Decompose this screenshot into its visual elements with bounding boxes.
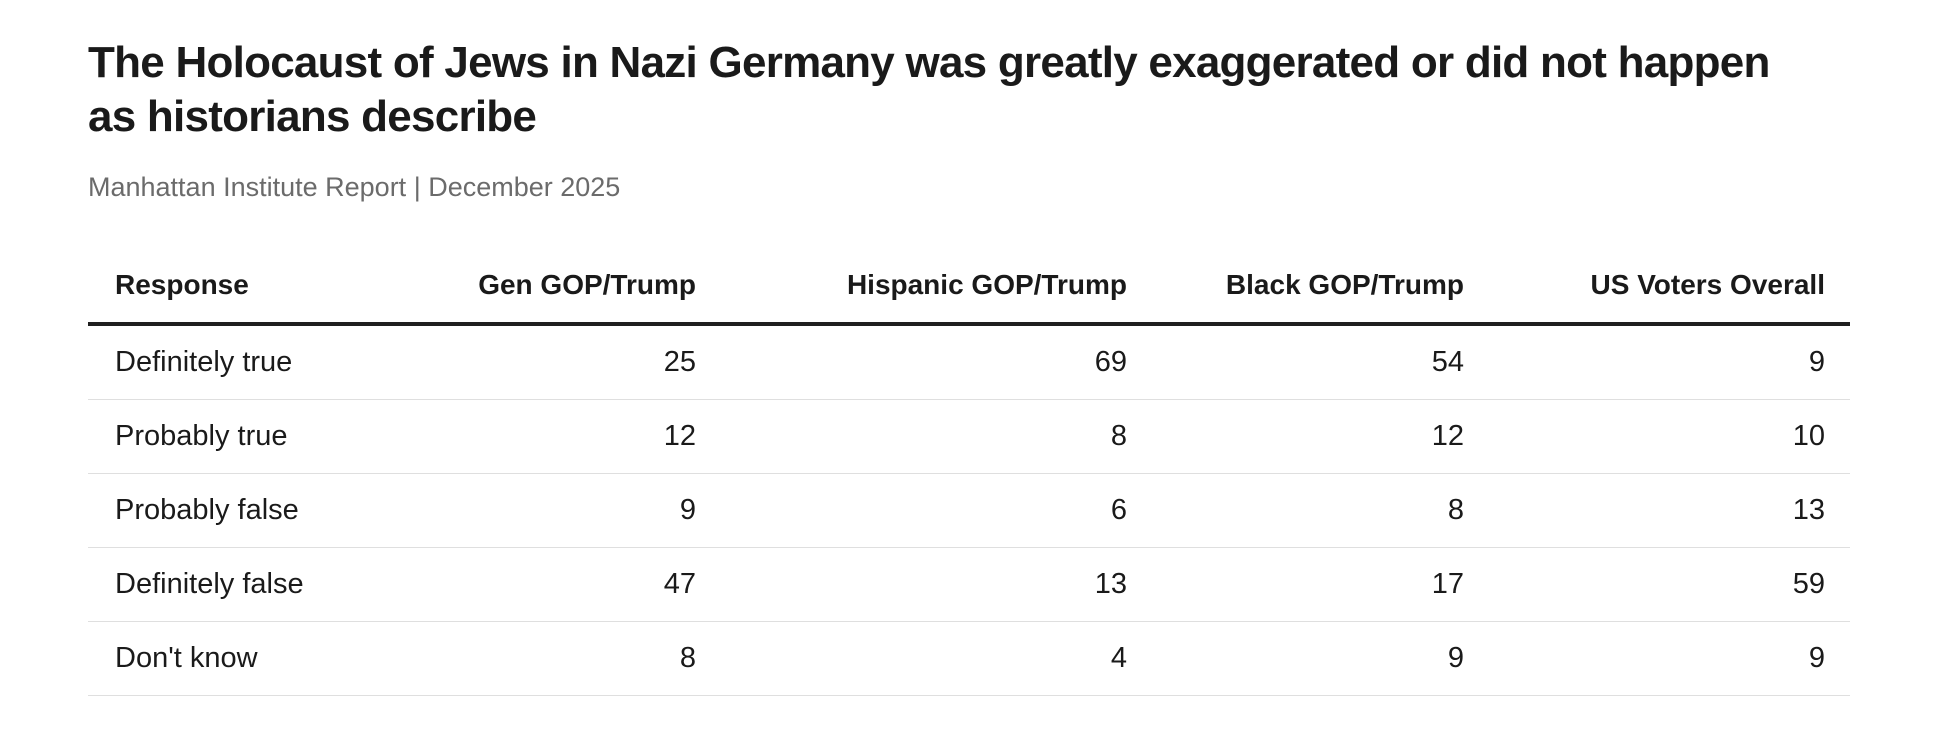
cell-value: 13 bbox=[721, 547, 1152, 623]
cell-value: 9 bbox=[1152, 621, 1489, 697]
cell-value: 12 bbox=[471, 399, 721, 475]
page-title-line1: The Holocaust of Jews in Nazi Germany wa… bbox=[88, 38, 1770, 87]
cell-value: 8 bbox=[1152, 473, 1489, 549]
cell-value: 12 bbox=[1152, 399, 1489, 475]
cell-value: 47 bbox=[471, 547, 721, 623]
column-header: Hispanic GOP/Trump bbox=[721, 252, 1152, 327]
cell-value: 10 bbox=[1489, 399, 1850, 475]
table-row: Definitely true 25 69 54 9 bbox=[88, 324, 1850, 401]
cell-value: 9 bbox=[471, 473, 721, 549]
column-header: US Voters Overall bbox=[1489, 252, 1850, 327]
cell-value: 8 bbox=[721, 399, 1152, 475]
cell-value: 13 bbox=[1489, 473, 1850, 549]
cell-value: 69 bbox=[721, 324, 1152, 401]
survey-data-table: Response Gen GOP/Trump Hispanic GOP/Trump B… bbox=[88, 252, 1850, 697]
cell-value: 59 bbox=[1489, 547, 1850, 623]
row-label: Definitely false bbox=[88, 547, 471, 623]
cell-value: 54 bbox=[1152, 324, 1489, 401]
page-title-line2: as historians describe bbox=[88, 92, 537, 142]
row-label: Don't know bbox=[88, 621, 471, 697]
row-label: Definitely true bbox=[88, 324, 471, 401]
table-row: Probably true 12 8 12 10 bbox=[88, 399, 1850, 475]
row-label: Probably true bbox=[88, 399, 471, 475]
source-subtitle: Manhattan Institute Report | December 20… bbox=[88, 172, 621, 203]
table-row: Don't know 8 4 9 9 bbox=[88, 621, 1850, 697]
column-header-response: Response bbox=[88, 252, 471, 327]
cell-value: 6 bbox=[721, 473, 1152, 549]
cell-value: 4 bbox=[721, 621, 1152, 697]
cell-value: 8 bbox=[471, 621, 721, 697]
table-header-row: Response Gen GOP/Trump Hispanic GOP/Trump B… bbox=[88, 252, 1850, 327]
table-row: Probably false 9 6 8 13 bbox=[88, 473, 1850, 549]
report-figure: The Holocaust of Jews in Nazi Germany wa… bbox=[88, 36, 1956, 697]
table-body: Definitely true 25 69 54 9 Probably true 12 8 12… bbox=[88, 324, 1850, 697]
page-title: The Holocaust of Jews in Nazi Germany wa… bbox=[88, 36, 1956, 144]
column-header: Gen GOP/Trump bbox=[471, 252, 721, 327]
row-label: Probably false bbox=[88, 473, 471, 549]
table-row: Definitely false 47 13 17 59 bbox=[88, 547, 1850, 623]
cell-value: 17 bbox=[1152, 547, 1489, 623]
column-header: Black GOP/Trump bbox=[1152, 252, 1489, 327]
cell-value: 9 bbox=[1489, 324, 1850, 401]
cell-value: 25 bbox=[471, 324, 721, 401]
cell-value: 9 bbox=[1489, 621, 1850, 697]
